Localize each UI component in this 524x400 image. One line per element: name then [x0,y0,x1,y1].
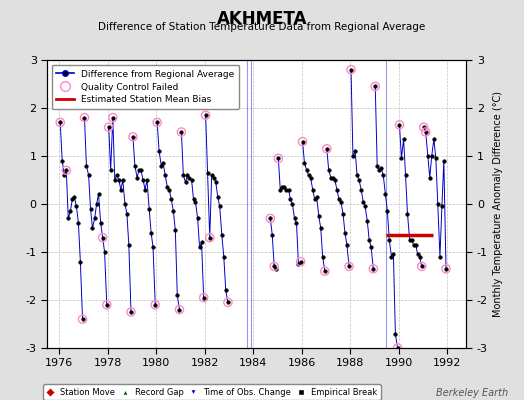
Point [200,294,208,301]
Point [129,134,137,140]
Point [345,263,353,270]
Point [394,345,402,351]
Point [80,114,89,121]
Point [421,129,430,135]
Point [266,215,275,222]
Point [321,268,329,274]
Point [79,316,87,322]
Legend: Station Move, Record Gap, Time of Obs. Change, Empirical Break: Station Move, Record Gap, Time of Obs. C… [43,384,381,400]
Point [177,129,185,135]
Point [175,306,183,313]
Point [201,112,210,118]
Point [395,122,403,128]
Point [56,119,64,126]
Text: Berkeley Earth: Berkeley Earth [436,388,508,398]
Point [103,302,111,308]
Point [371,83,379,90]
Point [108,114,117,121]
Text: Difference of Station Temperature Data from Regional Average: Difference of Station Temperature Data f… [99,22,425,32]
Point [274,155,282,162]
Point [224,299,232,306]
Point [62,167,71,174]
Point [418,263,426,270]
Point [205,234,214,241]
Point [99,234,107,241]
Text: AKHMETA: AKHMETA [217,10,307,28]
Point [297,258,305,265]
Point [270,263,278,270]
Y-axis label: Monthly Temperature Anomaly Difference (°C): Monthly Temperature Anomaly Difference (… [494,91,504,317]
Point [369,266,377,272]
Point [153,119,161,126]
Point [298,138,307,145]
Point [323,146,331,152]
Point [442,266,450,272]
Point [347,66,355,73]
Point [151,302,159,308]
Point [104,124,113,130]
Point [127,309,135,315]
Point [420,124,428,130]
